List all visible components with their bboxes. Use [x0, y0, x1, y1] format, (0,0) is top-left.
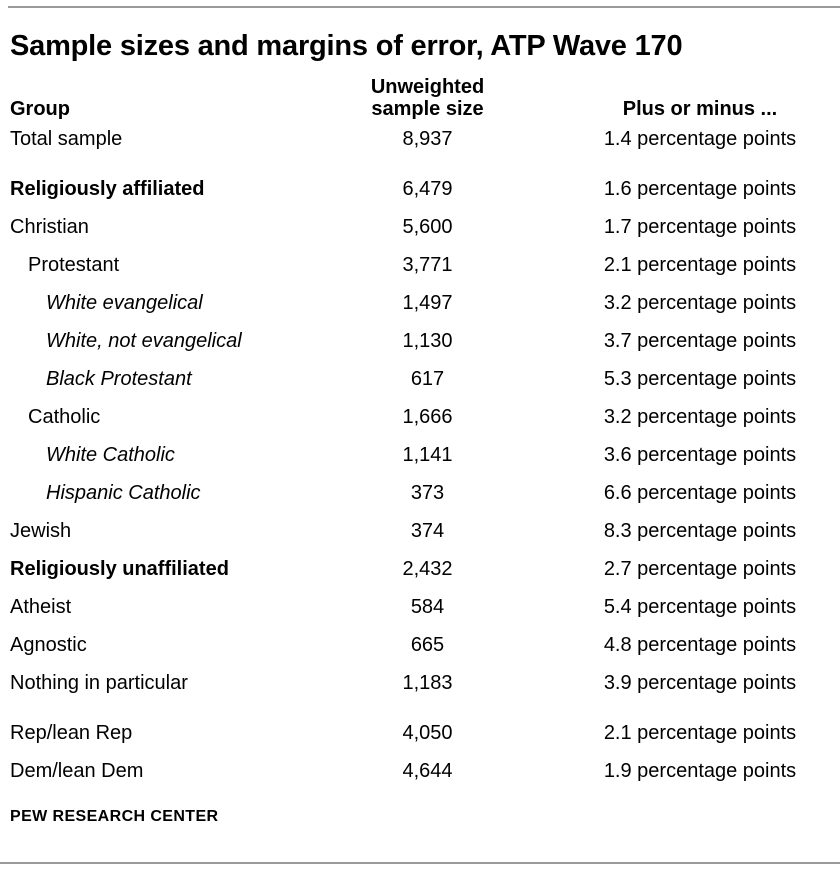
page-title: Sample sizes and margins of error, ATP W… [10, 30, 683, 62]
group-cell: Total sample [10, 127, 123, 150]
top-rule [8, 6, 840, 8]
group-cell: Dem/lean Dem [10, 759, 144, 782]
sample-size-cell: 8,937 [402, 127, 453, 150]
table-row: Hispanic Catholic 373 6.6 percentage poi… [10, 474, 840, 512]
group-cell: Jewish [10, 519, 72, 542]
margin-cell: 2.1 percentage points [603, 721, 797, 744]
sample-size-cell: 2,432 [402, 557, 453, 580]
group-cell: Religiously unaffiliated [10, 557, 229, 580]
group-cell: Hispanic Catholic [46, 481, 201, 504]
table-row: Dem/lean Dem 4,644 1.9 percentage points [10, 752, 840, 790]
margin-cell: 4.8 percentage points [603, 633, 797, 656]
table-row: Catholic 1,666 3.2 percentage points [10, 398, 840, 436]
sample-size-cell: 1,141 [402, 443, 453, 466]
table-row: White, not evangelical 1,130 3.7 percent… [10, 322, 840, 360]
group-cell: Black Protestant [46, 367, 192, 390]
group-cell: Nothing in particular [10, 671, 188, 694]
margin-cell: 3.9 percentage points [603, 671, 797, 694]
table-header: Group Unweighted sample size Plus or min… [10, 74, 840, 120]
column-header-sample-size: Unweighted sample size [370, 76, 485, 120]
group-cell: Rep/lean Rep [10, 721, 133, 744]
column-header-group: Group [10, 98, 70, 120]
group-cell: White Catholic [46, 443, 175, 466]
table-row: Rep/lean Rep 4,050 2.1 percentage points [10, 714, 840, 752]
sample-size-cell: 3,771 [402, 253, 453, 276]
table-row: Nothing in particular 1,183 3.9 percenta… [10, 664, 840, 702]
sample-size-cell: 1,130 [402, 329, 453, 352]
margin-cell: 3.2 percentage points [603, 291, 797, 314]
group-cell: Atheist [10, 595, 72, 618]
table-row: Religiously unaffiliated 2,432 2.7 perce… [10, 550, 840, 588]
margin-cell: 3.7 percentage points [603, 329, 797, 352]
margin-cell: 5.4 percentage points [603, 595, 797, 618]
margin-cell: 6.6 percentage points [603, 481, 797, 504]
source-label: PEW RESEARCH CENTER [10, 808, 219, 825]
table-row: White Catholic 1,141 3.6 percentage poin… [10, 436, 840, 474]
margin-cell: 5.3 percentage points [603, 367, 797, 390]
sample-size-cell: 373 [410, 481, 445, 504]
table-row: Religiously affiliated 6,479 1.6 percent… [10, 170, 840, 208]
margin-cell: 1.9 percentage points [603, 759, 797, 782]
table-row: White evangelical 1,497 3.2 percentage p… [10, 284, 840, 322]
table-row: Christian 5,600 1.7 percentage points [10, 208, 840, 246]
table-body: Total sample 8,937 1.4 percentage points… [10, 120, 840, 790]
sample-size-cell: 584 [410, 595, 445, 618]
table-row: Protestant 3,771 2.1 percentage points [10, 246, 840, 284]
group-cell: White evangelical [46, 291, 203, 314]
table-row: Atheist 584 5.4 percentage points [10, 588, 840, 626]
sample-size-cell: 665 [410, 633, 445, 656]
margin-cell: 1.6 percentage points [603, 177, 797, 200]
margin-cell: 3.2 percentage points [603, 405, 797, 428]
column-header-margin: Plus or minus ... [622, 98, 778, 120]
sample-size-cell: 1,183 [402, 671, 453, 694]
group-cell: Agnostic [10, 633, 87, 656]
margin-cell: 1.7 percentage points [603, 215, 797, 238]
margin-cell: 2.7 percentage points [603, 557, 797, 580]
group-cell: Religiously affiliated [10, 177, 205, 200]
bottom-rule [0, 862, 840, 864]
group-cell: White, not evangelical [46, 329, 242, 352]
table-row: Jewish 374 8.3 percentage points [10, 512, 840, 550]
sample-size-cell: 6,479 [402, 177, 453, 200]
group-cell: Catholic [28, 405, 101, 428]
sample-size-cell: 4,644 [402, 759, 453, 782]
table-row: Agnostic 665 4.8 percentage points [10, 626, 840, 664]
margin-cell: 3.6 percentage points [603, 443, 797, 466]
sample-size-cell: 4,050 [402, 721, 453, 744]
margin-cell: 1.4 percentage points [603, 127, 797, 150]
group-cell: Protestant [28, 253, 120, 276]
sample-size-cell: 1,497 [402, 291, 453, 314]
sample-size-table: Group Unweighted sample size Plus or min… [10, 74, 840, 790]
sample-size-cell: 374 [410, 519, 445, 542]
table-row: Black Protestant 617 5.3 percentage poin… [10, 360, 840, 398]
group-cell: Christian [10, 215, 89, 238]
margin-cell: 2.1 percentage points [603, 253, 797, 276]
table-row: Total sample 8,937 1.4 percentage points [10, 120, 840, 158]
margin-cell: 8.3 percentage points [603, 519, 797, 542]
sample-size-cell: 5,600 [402, 215, 453, 238]
sample-size-cell: 1,666 [402, 405, 453, 428]
sample-size-cell: 617 [410, 367, 445, 390]
